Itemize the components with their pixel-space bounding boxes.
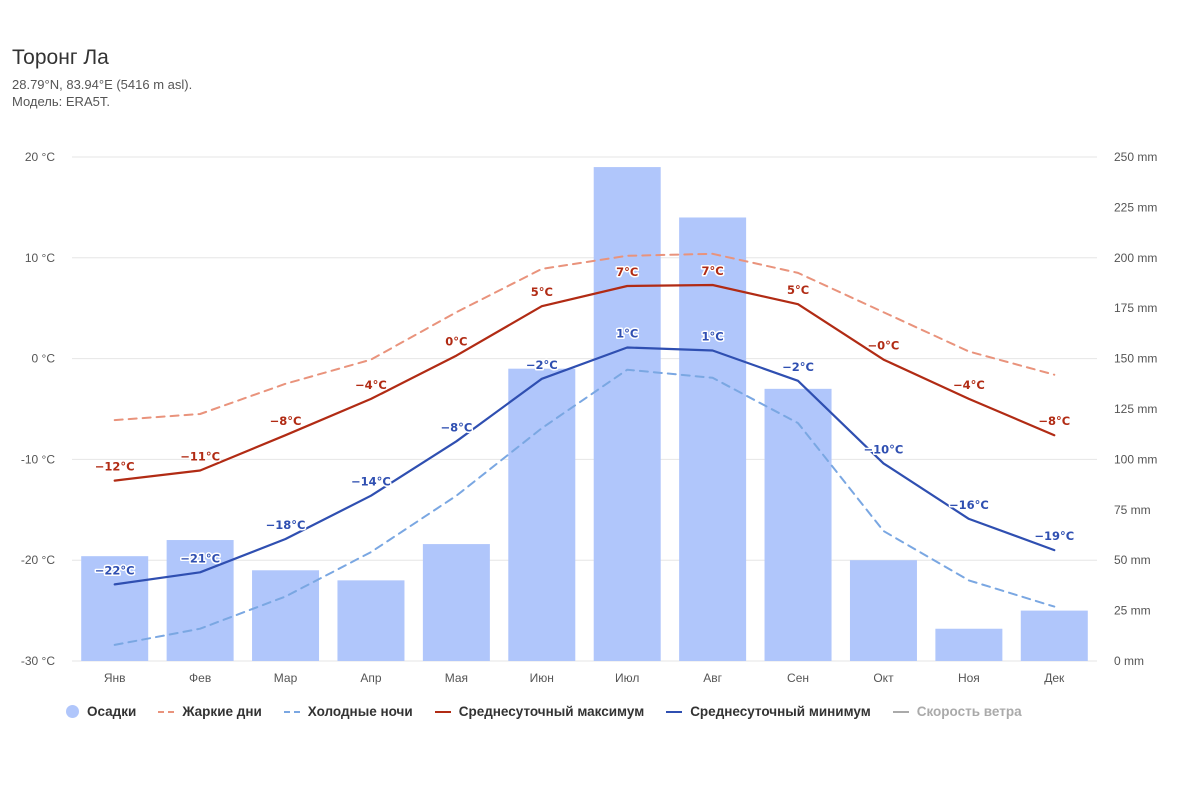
hot-days-line xyxy=(113,252,1056,422)
temperature-lines xyxy=(113,252,1056,646)
avg-max-data-label: 0°C xyxy=(445,335,467,349)
legend-wind-speed[interactable]: Скорость ветра xyxy=(892,704,1022,719)
month-label: Мая xyxy=(445,671,468,685)
avg-min-data-label: −2°C xyxy=(526,358,558,372)
avg-min-data-label: 1°C xyxy=(702,330,724,344)
avg-max-data-label: −8°C xyxy=(1038,414,1070,428)
precipitation-bar xyxy=(422,544,490,661)
right-axis-tick-label: 250 mm xyxy=(1114,150,1157,164)
precipitation-bar xyxy=(935,628,1003,661)
month-label: Фев xyxy=(189,671,211,685)
legend-label: Среднесуточный максимум xyxy=(458,704,645,719)
avg-max-data-label: 5°C xyxy=(531,285,553,299)
right-axis-tick-label: 100 mm xyxy=(1114,452,1157,466)
right-axis-tick-label: 50 mm xyxy=(1114,553,1151,567)
right-axis-tick-label: 225 mm xyxy=(1114,200,1157,214)
avg-max-data-label: −4°C xyxy=(953,378,985,392)
legend-label: Скорость ветра xyxy=(916,704,1022,719)
left-axis-tick-label: 10 °C xyxy=(25,251,55,265)
legend-hot-days[interactable]: Жаркие дни xyxy=(158,704,262,719)
avg-max-data-label: −11°C xyxy=(180,449,220,463)
left-axis-tick-label: -20 °C xyxy=(21,553,55,567)
climate-chart: 20 °C10 °C0 °C-10 °C-20 °C-30 °C 250 mm2… xyxy=(21,150,1158,685)
avg-max-data-label: −4°C xyxy=(355,378,387,392)
temperature-data-labels: −12°C −11°C −8°C −4°C 0°C 5°C 7°C 7°C 5°C −0°C −4°… xyxy=(93,263,1075,579)
left-temperature-axis: 20 °C 10 °C 0 °C -10 °C -20 °C -30 °C xyxy=(21,150,55,668)
right-axis-tick-label: 75 mm xyxy=(1114,503,1151,517)
right-axis-tick-label: 0 mm xyxy=(1114,654,1144,668)
month-label: Ноя xyxy=(958,671,980,685)
month-label: Дек xyxy=(1044,671,1065,685)
precipitation-bar xyxy=(166,540,234,661)
chart-legend: Осадки Жаркие дни Холодные ночи Среднесуточ… xyxy=(66,704,1044,719)
avg-min-data-label: −14°C xyxy=(351,475,391,489)
avg-min-data-label: −2°C xyxy=(782,360,814,374)
legend-cold-nights[interactable]: Холодные ночи xyxy=(283,704,413,719)
avg-min-data-label: −21°C xyxy=(180,551,220,565)
precipitation-bar xyxy=(81,556,149,661)
chart-header: Торонг Ла 28.79°N, 83.94°E (5416 m asl).… xyxy=(12,46,192,110)
legend-label: Среднесуточный минимум xyxy=(690,704,871,719)
month-label: Янв xyxy=(104,671,126,685)
location-coordinates: 28.79°N, 83.94°E (5416 m asl). xyxy=(12,77,193,92)
avg-min-data-label: −16°C xyxy=(949,498,989,512)
avg-max-line xyxy=(113,283,1056,482)
legend-label: Осадки xyxy=(87,704,137,719)
precipitation-bar xyxy=(679,217,747,662)
cold-nights-line xyxy=(113,368,1056,646)
avg-min-data-label: −19°C xyxy=(1034,529,1074,543)
avg-max-data-label: −8°C xyxy=(270,414,302,428)
legend-avg-min[interactable]: Среднесуточный минимум xyxy=(666,704,871,719)
left-axis-tick-label: -10 °C xyxy=(21,452,55,466)
right-axis-tick-label: 25 mm xyxy=(1114,604,1151,618)
avg-min-line xyxy=(113,346,1056,586)
avg-max-data-label: −0°C xyxy=(868,339,900,353)
legend-symbol xyxy=(434,710,451,713)
right-axis-tick-label: 200 mm xyxy=(1114,251,1157,265)
right-precipitation-axis: 250 mm 225 mm 200 mm 175 mm 150 mm 125 mm 100 … xyxy=(1114,150,1157,668)
right-axis-tick-label: 150 mm xyxy=(1114,352,1157,366)
legend-precipitation[interactable]: Осадки xyxy=(66,704,136,719)
avg-min-data-label: −22°C xyxy=(95,563,135,577)
avg-max-data-label: 5°C xyxy=(787,283,809,297)
legend-symbol xyxy=(666,710,683,713)
precipitation-bar xyxy=(593,167,661,661)
legend-label: Жаркие дни xyxy=(182,704,262,719)
legend-label: Холодные ночи xyxy=(307,704,413,719)
legend-avg-max[interactable]: Среднесуточный максимум xyxy=(434,704,645,719)
month-label: Окт xyxy=(873,671,894,685)
avg-min-data-label: 1°C xyxy=(616,327,638,341)
precipitation-bar xyxy=(849,560,917,661)
month-axis: Янв Фев Мар Апр Мая Июн Июл Авг Сен Окт Ноя Дек xyxy=(104,671,1065,685)
precipitation-bar xyxy=(1020,610,1088,661)
avg-min-data-label: −18°C xyxy=(266,518,306,532)
precipitation-bar xyxy=(508,368,576,661)
chart-title: Торонг Ла xyxy=(12,46,109,69)
right-axis-tick-label: 175 mm xyxy=(1114,301,1157,315)
month-label: Июн xyxy=(530,671,554,685)
avg-max-data-label: 7°C xyxy=(616,265,638,279)
left-axis-tick-label: 0 °C xyxy=(32,352,56,366)
right-axis-tick-label: 125 mm xyxy=(1114,402,1157,416)
avg-max-data-label: −12°C xyxy=(95,460,135,474)
avg-min-data-label: −8°C xyxy=(440,420,472,434)
month-label: Июл xyxy=(615,671,639,685)
month-label: Сен xyxy=(787,671,809,685)
month-label: Апр xyxy=(360,671,382,685)
month-label: Мар xyxy=(274,671,298,685)
legend-symbol xyxy=(283,710,300,713)
legend-symbol xyxy=(892,710,909,713)
legend-symbol xyxy=(158,710,175,713)
gridlines xyxy=(72,156,1097,662)
left-axis-tick-label: 20 °C xyxy=(25,150,55,164)
month-label: Авг xyxy=(703,671,722,685)
precipitation-bars xyxy=(81,167,1088,662)
precipitation-bar xyxy=(337,580,405,661)
left-axis-tick-label: -30 °C xyxy=(21,654,55,668)
avg-min-data-label: −10°C xyxy=(864,442,904,456)
avg-max-data-label: 7°C xyxy=(702,264,724,278)
legend-symbol xyxy=(66,705,79,718)
model-label: Модель: ERA5T. xyxy=(12,94,110,109)
precipitation-bar xyxy=(764,388,832,661)
